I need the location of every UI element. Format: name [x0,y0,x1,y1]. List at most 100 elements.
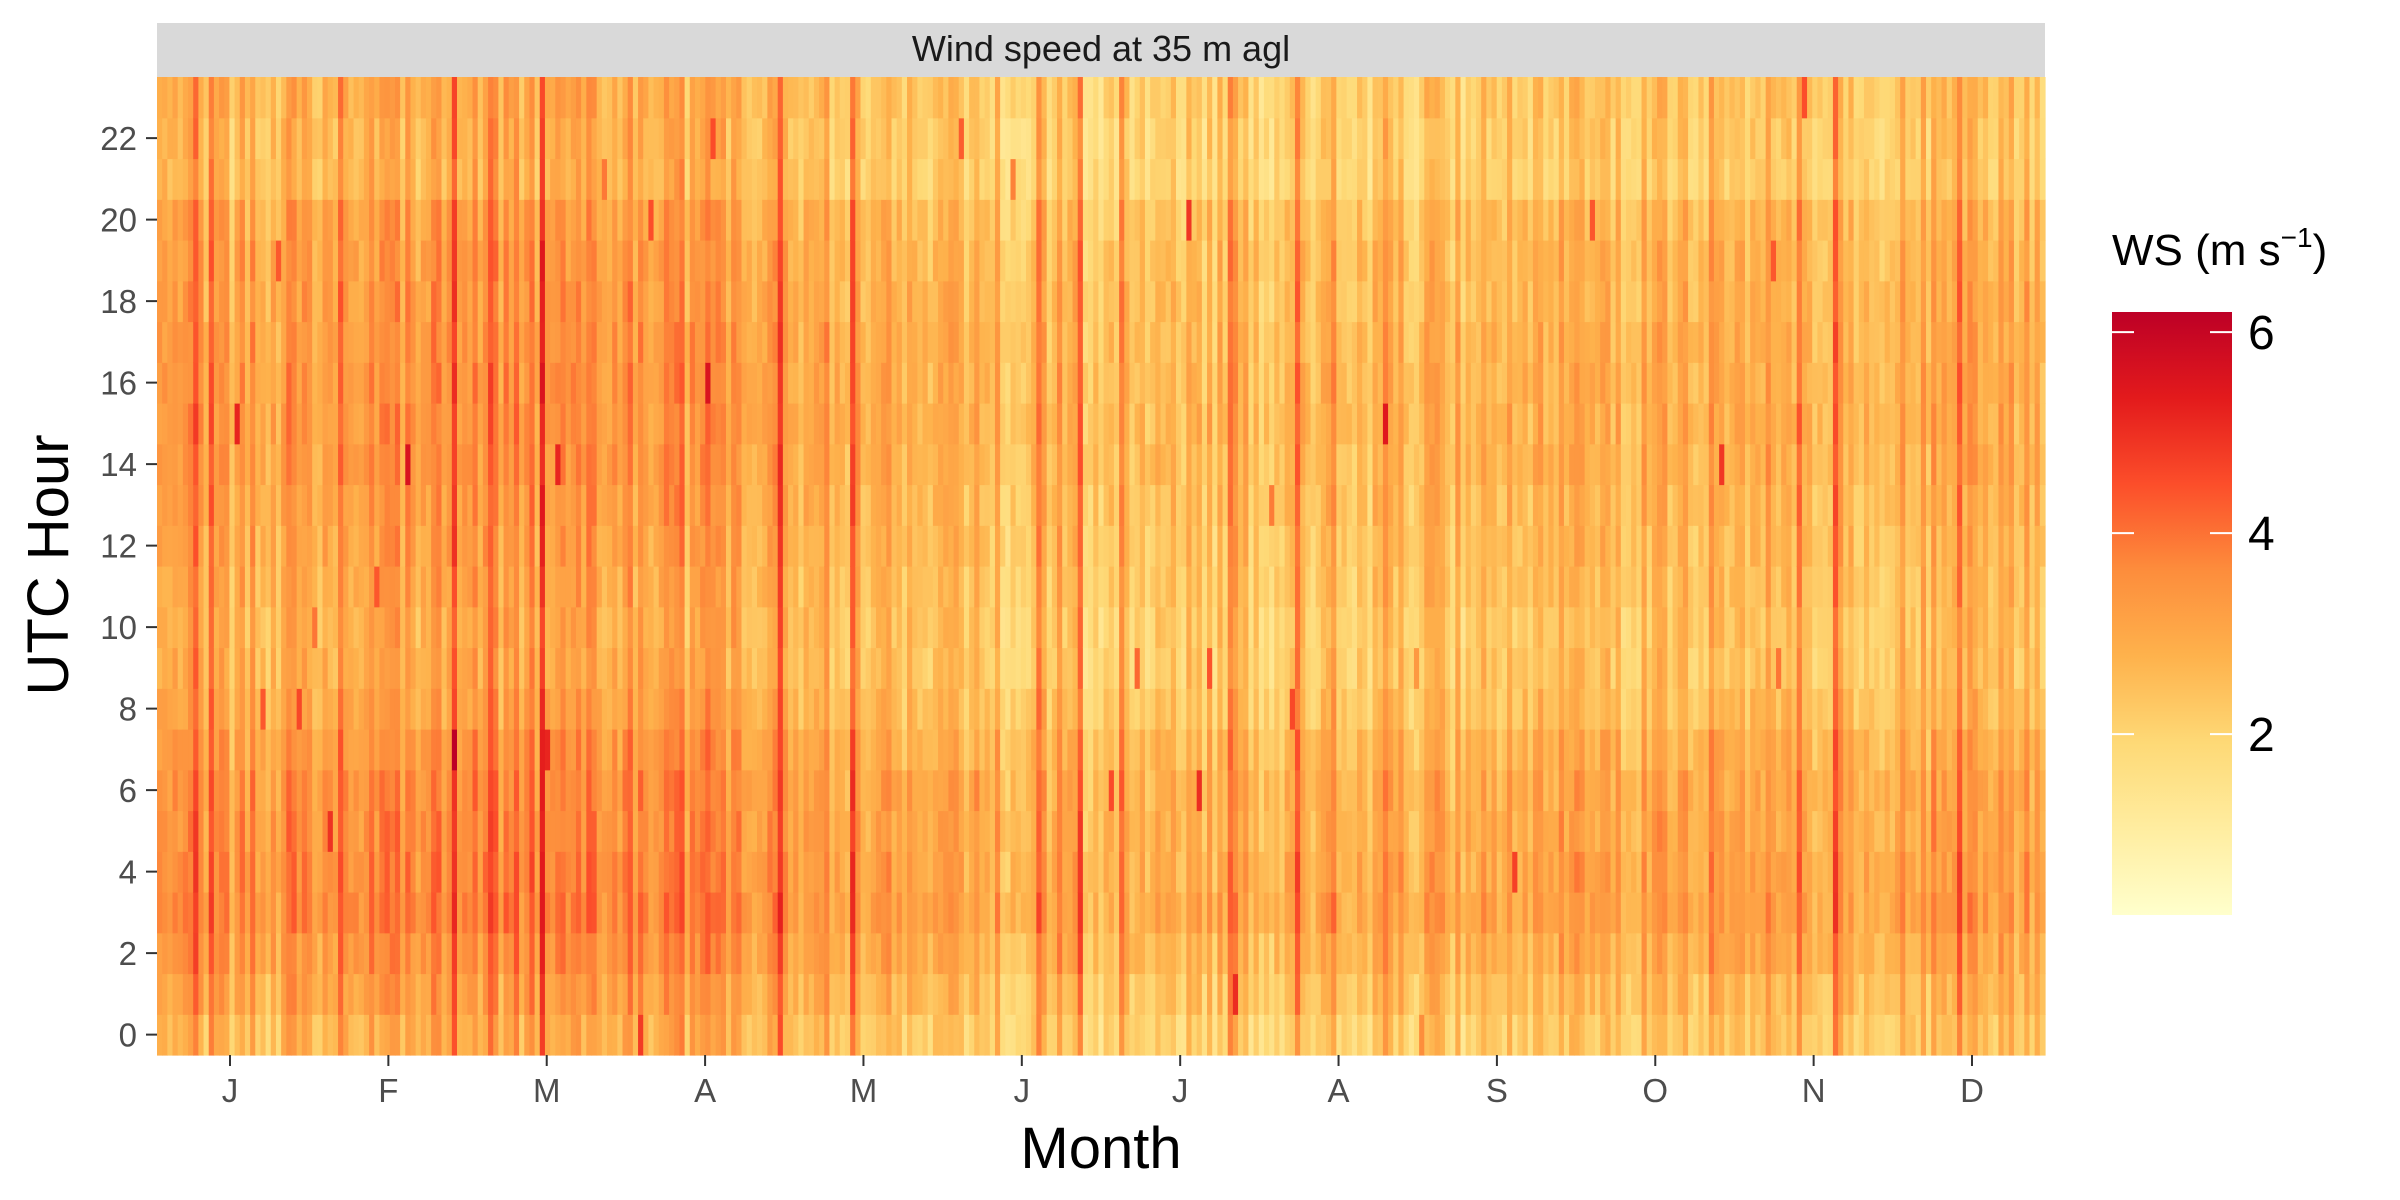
heatmap-cell [1155,321,1162,363]
heatmap-cell [1088,892,1094,934]
heatmap-cell [1139,566,1146,608]
heatmap-cell [379,851,386,893]
heatmap-cell [244,688,251,730]
heatmap-cell [405,566,412,608]
heatmap-cell [1093,892,1100,934]
heatmap-cell [550,688,556,730]
heatmap-cell [275,362,282,404]
heatmap-cell [224,688,231,730]
heatmap-cell [239,606,246,649]
heatmap-cell [513,321,520,363]
heatmap-cell [1181,647,1187,689]
heatmap-cell [1057,362,1063,404]
heatmap-cell [467,647,474,689]
heatmap-cell [1108,403,1115,445]
heatmap-cell [338,484,344,526]
heatmap-cell [539,729,546,771]
heatmap-cell [1057,892,1063,934]
heatmap-cell [679,280,686,323]
heatmap-cell [322,403,329,445]
heatmap-cell [162,606,168,649]
heatmap-cell [369,321,375,363]
heatmap-cell [451,240,458,282]
heatmap-cell [405,851,412,893]
heatmap-cell [653,443,660,486]
heatmap-cell [1207,525,1213,567]
heatmap-cell [513,932,520,975]
heatmap-cell [963,77,970,119]
heatmap-cell [725,280,732,323]
heatmap-cell [322,443,329,486]
heatmap-cell [1036,321,1043,363]
heatmap-cell [658,77,665,119]
heatmap-cell [157,321,163,363]
heatmap-cell [343,158,349,200]
heatmap-cell [1051,606,1058,649]
heatmap-cell [932,769,939,812]
heatmap-cell [1129,973,1136,1015]
heatmap-cell [539,77,546,119]
heatmap-cell [1129,688,1136,730]
heatmap-cell [193,810,199,852]
heatmap-cell [1155,1014,1162,1056]
heatmap-cell [1134,362,1141,404]
heatmap-cell [462,1014,468,1056]
heatmap-cell [508,810,515,852]
heatmap-cell [958,810,965,852]
heatmap-cell [1020,321,1027,363]
heatmap-cell [415,810,422,852]
heatmap-cell [250,810,256,852]
heatmap-cell [250,321,256,363]
heatmap-cell [824,810,831,852]
heatmap-cell [850,892,856,934]
heatmap-cell [420,199,427,241]
heatmap-cell [1015,240,1022,282]
heatmap-cell [286,892,293,934]
heatmap-cell [1010,240,1017,282]
heatmap-cell [694,851,701,893]
heatmap-cell [689,892,696,934]
heatmap-cell [1005,647,1012,689]
heatmap-cell [338,810,344,852]
heatmap-cell [943,688,950,730]
heatmap-cell [674,199,681,241]
heatmap-cell [431,362,437,404]
heatmap-cell [544,77,551,119]
heatmap-cell [322,566,329,608]
heatmap-cell [477,117,484,160]
heatmap-cell [534,77,541,119]
heatmap-cell [270,199,277,241]
heatmap-cell [710,199,717,241]
heatmap-cell [358,606,365,649]
heatmap-cell [731,973,737,1015]
heatmap-cell [834,769,841,812]
heatmap-cell [591,525,598,567]
heatmap-cell [1041,443,1048,486]
heatmap-cell [167,810,174,852]
heatmap-cell [1010,851,1017,893]
heatmap-cell [912,280,918,323]
heatmap-cell [1170,443,1177,486]
heatmap-cell [1046,1014,1053,1056]
heatmap-cell [405,362,412,404]
heatmap-cell [312,647,318,689]
heatmap-cell [788,199,794,241]
heatmap-cell [751,973,758,1015]
heatmap-cell [1207,403,1213,445]
heatmap-cell [1217,688,1224,730]
heatmap-cell [844,932,851,975]
heatmap-cell [994,1014,1001,1056]
heatmap-cell [850,606,856,649]
heatmap-cell [886,973,893,1015]
heatmap-cell [1227,892,1234,934]
heatmap-cell [493,688,499,730]
heatmap-cell [793,647,799,689]
heatmap-cell [550,525,556,567]
heatmap-cell [1103,729,1110,771]
heatmap-cell [1077,729,1084,771]
heatmap-cell [172,525,179,567]
heatmap-cell [296,647,303,689]
heatmap-cell [741,688,748,730]
heatmap-cell [167,932,174,975]
heatmap-cell [715,566,722,608]
